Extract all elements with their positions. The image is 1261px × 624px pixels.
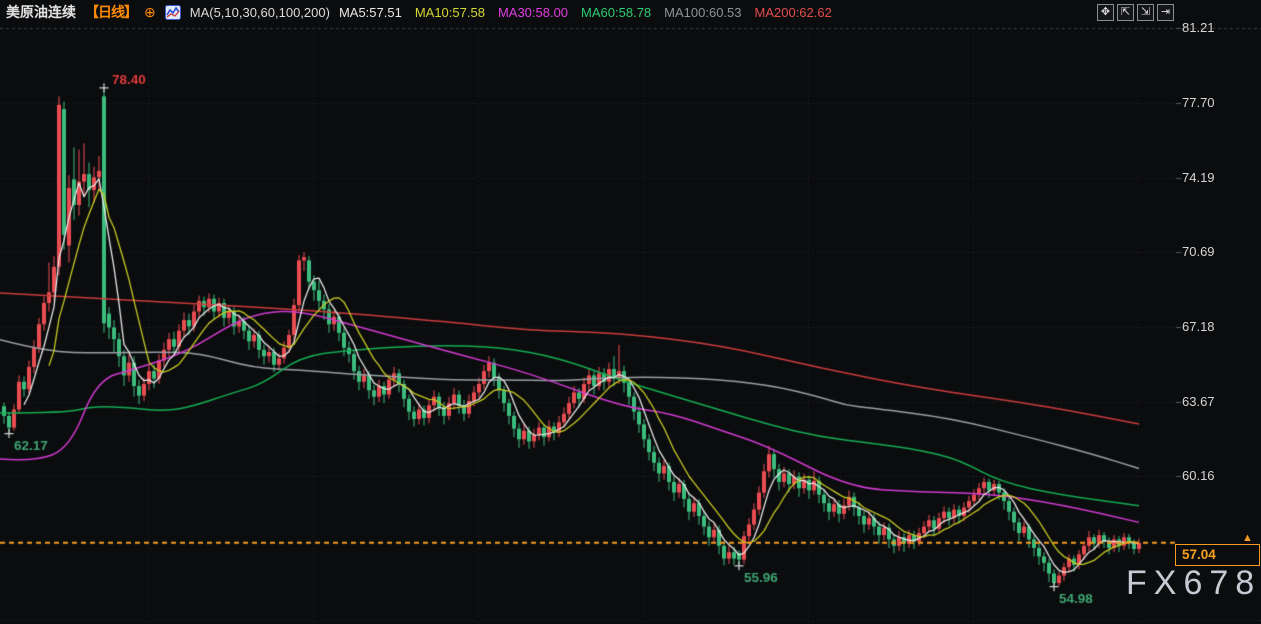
ma-group-label: MA(5,10,30,60,100,200)	[189, 4, 330, 20]
axis-tick-label: 81.21	[1182, 20, 1215, 35]
axis-tick-label: 60.16	[1182, 468, 1215, 484]
ma30-value: MA30:58.00	[497, 4, 569, 20]
axis-tick-label: 63.67	[1182, 393, 1215, 409]
axis-tick-label: 77.70	[1182, 94, 1215, 110]
price-arrow-icon: ▲	[1242, 531, 1253, 544]
ma60-value: MA60:58.78	[581, 4, 652, 20]
chart-toolbar: ✥ ⇱ ⇲ ⇥	[1097, 3, 1174, 21]
axis-tick-label: 74.19	[1182, 169, 1215, 185]
pan-icon[interactable]: ✥	[1097, 3, 1114, 21]
add-indicator-icon[interactable]: ⊕	[144, 4, 156, 20]
scroll-right-icon[interactable]: ⇥	[1157, 3, 1174, 21]
ma5-value: MA5:57.51	[338, 4, 402, 20]
scale-start-icon[interactable]: ⇱	[1117, 3, 1134, 21]
ma10-value: MA10:57.58	[414, 4, 485, 20]
ma100-value: MA100:60.53	[664, 4, 742, 20]
ma200-value: MA200:62.62	[754, 4, 832, 20]
chart-header: 美原油连续 【日线】 ⊕ MA(5,10,30,60,100,200) MA5:…	[0, 0, 1261, 24]
chart-style-icon[interactable]	[164, 4, 181, 20]
scale-end-icon[interactable]: ⇲	[1137, 3, 1154, 21]
axis-tick-label: 67.18	[1182, 318, 1215, 334]
timeframe-label: 【日线】	[85, 4, 138, 20]
ma-legend: MA5:57.51 MA10:57.58 MA30:58.00 MA60:58.78 M…	[339, 5, 832, 20]
last-price-box: 57.04	[1175, 543, 1260, 566]
axis-tick-label: 70.69	[1182, 244, 1215, 260]
last-price-value: 57.04	[1182, 547, 1216, 563]
instrument-title: 美原油连续	[6, 4, 76, 20]
